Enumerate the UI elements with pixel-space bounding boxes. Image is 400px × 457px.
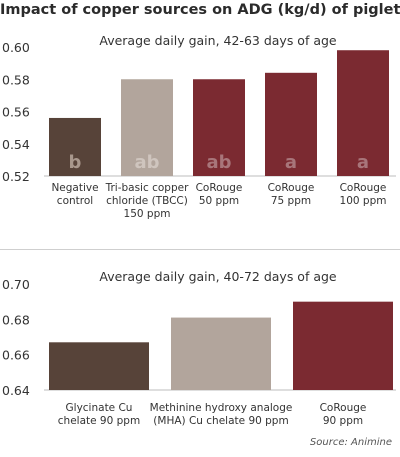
category-label: Negative [51, 182, 98, 194]
category-label: chloride (TBCC) [106, 195, 188, 207]
category-label: 50 ppm [199, 195, 239, 207]
category-label: 75 ppm [271, 195, 311, 207]
category-label: Methinine hydroxy analoge [150, 402, 293, 414]
category-label: CoRouge [340, 182, 387, 194]
bar-significance-label: b [69, 152, 82, 173]
bar [265, 72, 317, 176]
y-tick-label: 0.66 [2, 348, 30, 363]
category-label: 90 ppm [323, 415, 363, 427]
bar-chart-40-72-days: Average daily gain, 40-72 days of age 0.6… [2, 269, 396, 427]
y-tick-label: 0.70 [2, 277, 30, 292]
category-label: chelate 90 ppm [58, 415, 140, 427]
y-tick-label: 0.60 [2, 40, 30, 55]
chart-title: Average daily gain, 40-72 days of age [99, 269, 337, 284]
chart-title: Average daily gain, 42-63 days of age [99, 33, 337, 48]
category-label: 150 ppm [124, 208, 171, 220]
bar-significance-label: a [285, 152, 297, 173]
bar [337, 50, 389, 176]
category-label: (MHA) Cu chelate 90 ppm [153, 415, 288, 427]
bar-significance-label: a [357, 152, 369, 173]
section-divider [0, 249, 400, 250]
category-label: 100 ppm [340, 195, 387, 207]
y-tick-label: 0.68 [2, 312, 30, 327]
category-label: CoRouge [196, 182, 243, 194]
bar [293, 301, 393, 390]
category-label: Glycinate Cu [66, 402, 133, 414]
category-label: CoRouge [320, 402, 367, 414]
category-label: control [57, 195, 93, 207]
bar-significance-label: ab [134, 152, 159, 173]
category-label: Tri-basic copper [105, 182, 189, 194]
y-tick-label: 0.58 [2, 72, 30, 87]
bar [171, 317, 271, 390]
bar [49, 117, 101, 176]
page-title: Impact of copper sources on ADG (kg/d) o… [0, 2, 400, 18]
y-tick-label: 0.52 [2, 169, 30, 184]
bar [49, 342, 149, 390]
bar-significance-label: ab [206, 152, 231, 173]
y-tick-label: 0.56 [2, 105, 30, 120]
source-note: Source: Animine [309, 437, 392, 448]
category-label: CoRouge [268, 182, 315, 194]
bar [193, 79, 245, 176]
y-tick-label: 0.54 [2, 137, 30, 152]
bar-chart-42-63-days: Average daily gain, 42-63 days of age 0.5… [2, 33, 396, 220]
y-tick-label: 0.64 [2, 383, 30, 398]
bar [121, 79, 173, 176]
